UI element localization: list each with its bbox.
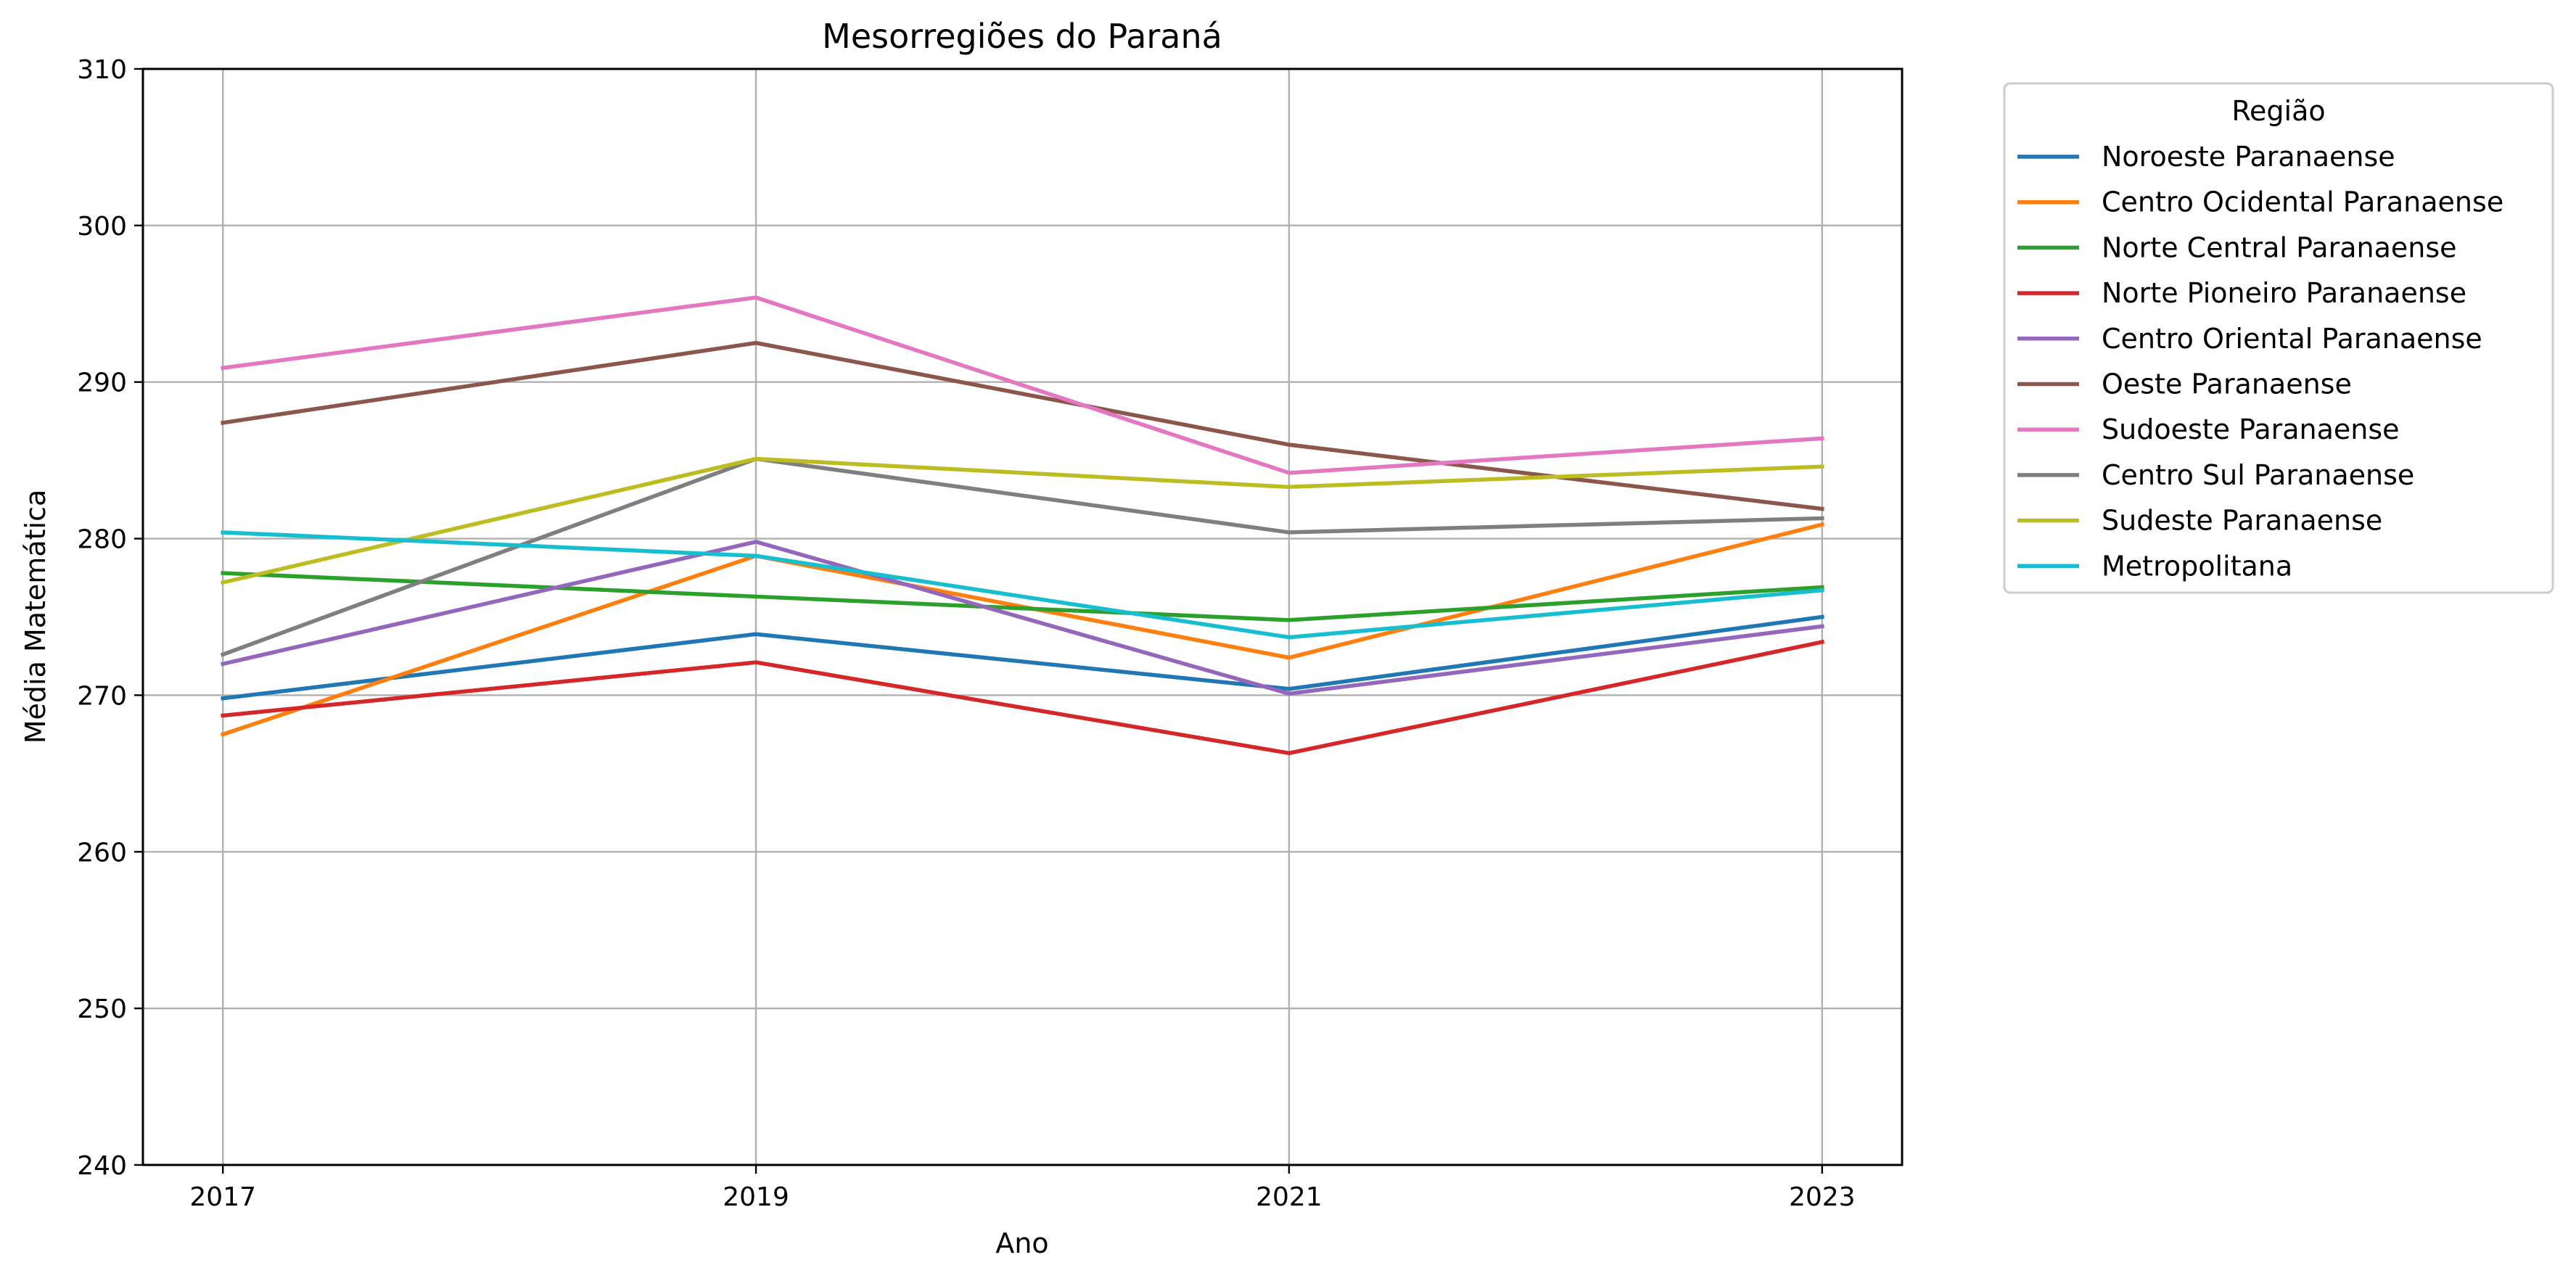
axis-ticks: 2017 2019 2021 2023 240 250 260 270 280 290 300 310 <box>77 55 1855 1212</box>
x-axis-title: Ano <box>995 1227 1048 1259</box>
series-line-8 <box>220 456 1824 657</box>
y-tick-label: 260 <box>77 838 127 868</box>
x-tick-label: 2021 <box>1256 1182 1322 1212</box>
plot-frame <box>141 67 1904 1166</box>
y-tick-label: 300 <box>77 212 127 242</box>
legend: Região Noroeste Paranaense Centro Ocident… <box>2003 82 2554 594</box>
x-tick-label: 2017 <box>189 1182 256 1212</box>
legend-label: Oeste Paranaense <box>2102 368 2352 400</box>
y-tick-label: 240 <box>77 1151 127 1181</box>
series-line-4 <box>221 639 1825 756</box>
legend-label: Centro Sul Paranaense <box>2102 459 2414 491</box>
y-tick-label: 310 <box>77 55 127 85</box>
series-line-1 <box>221 614 1824 701</box>
y-tick-label: 290 <box>77 368 127 398</box>
legend-items: Noroeste Paranaense Centro Ocidental Para… <box>2017 141 2503 582</box>
legend-label: Centro Oriental Paranaense <box>2102 323 2482 355</box>
series-line-10 <box>221 530 1824 640</box>
series-line-3 <box>221 571 1824 622</box>
y-tick-label: 270 <box>77 681 127 711</box>
legend-label: Norte Pioneiro Paranaense <box>2102 277 2466 309</box>
y-axis-title: Média Matemática <box>20 490 52 744</box>
y-tick-label: 250 <box>77 994 127 1024</box>
legend-label: Sudeste Paranaense <box>2102 505 2382 537</box>
legend-label: Sudoeste Paranaense <box>2102 413 2400 445</box>
series-line-7 <box>221 295 1824 475</box>
x-tick-label: 2023 <box>1789 1182 1856 1212</box>
x-tick-label: 2019 <box>723 1182 789 1212</box>
legend-title: Região <box>2231 95 2325 127</box>
legend-frame <box>2003 82 2554 594</box>
legend-label: Metropolitana <box>2102 550 2292 582</box>
series-line-5 <box>220 540 1824 696</box>
series-lines <box>220 295 1825 756</box>
y-tick-label: 280 <box>77 525 127 555</box>
legend-label: Centro Ocidental Paranaense <box>2102 186 2503 218</box>
legend-label: Norte Central Paranaense <box>2102 231 2457 263</box>
series-line-9 <box>220 456 1824 585</box>
chart-title: Mesorregiões do Paraná <box>822 17 1222 56</box>
legend-label: Noroeste Paranaense <box>2102 141 2395 173</box>
